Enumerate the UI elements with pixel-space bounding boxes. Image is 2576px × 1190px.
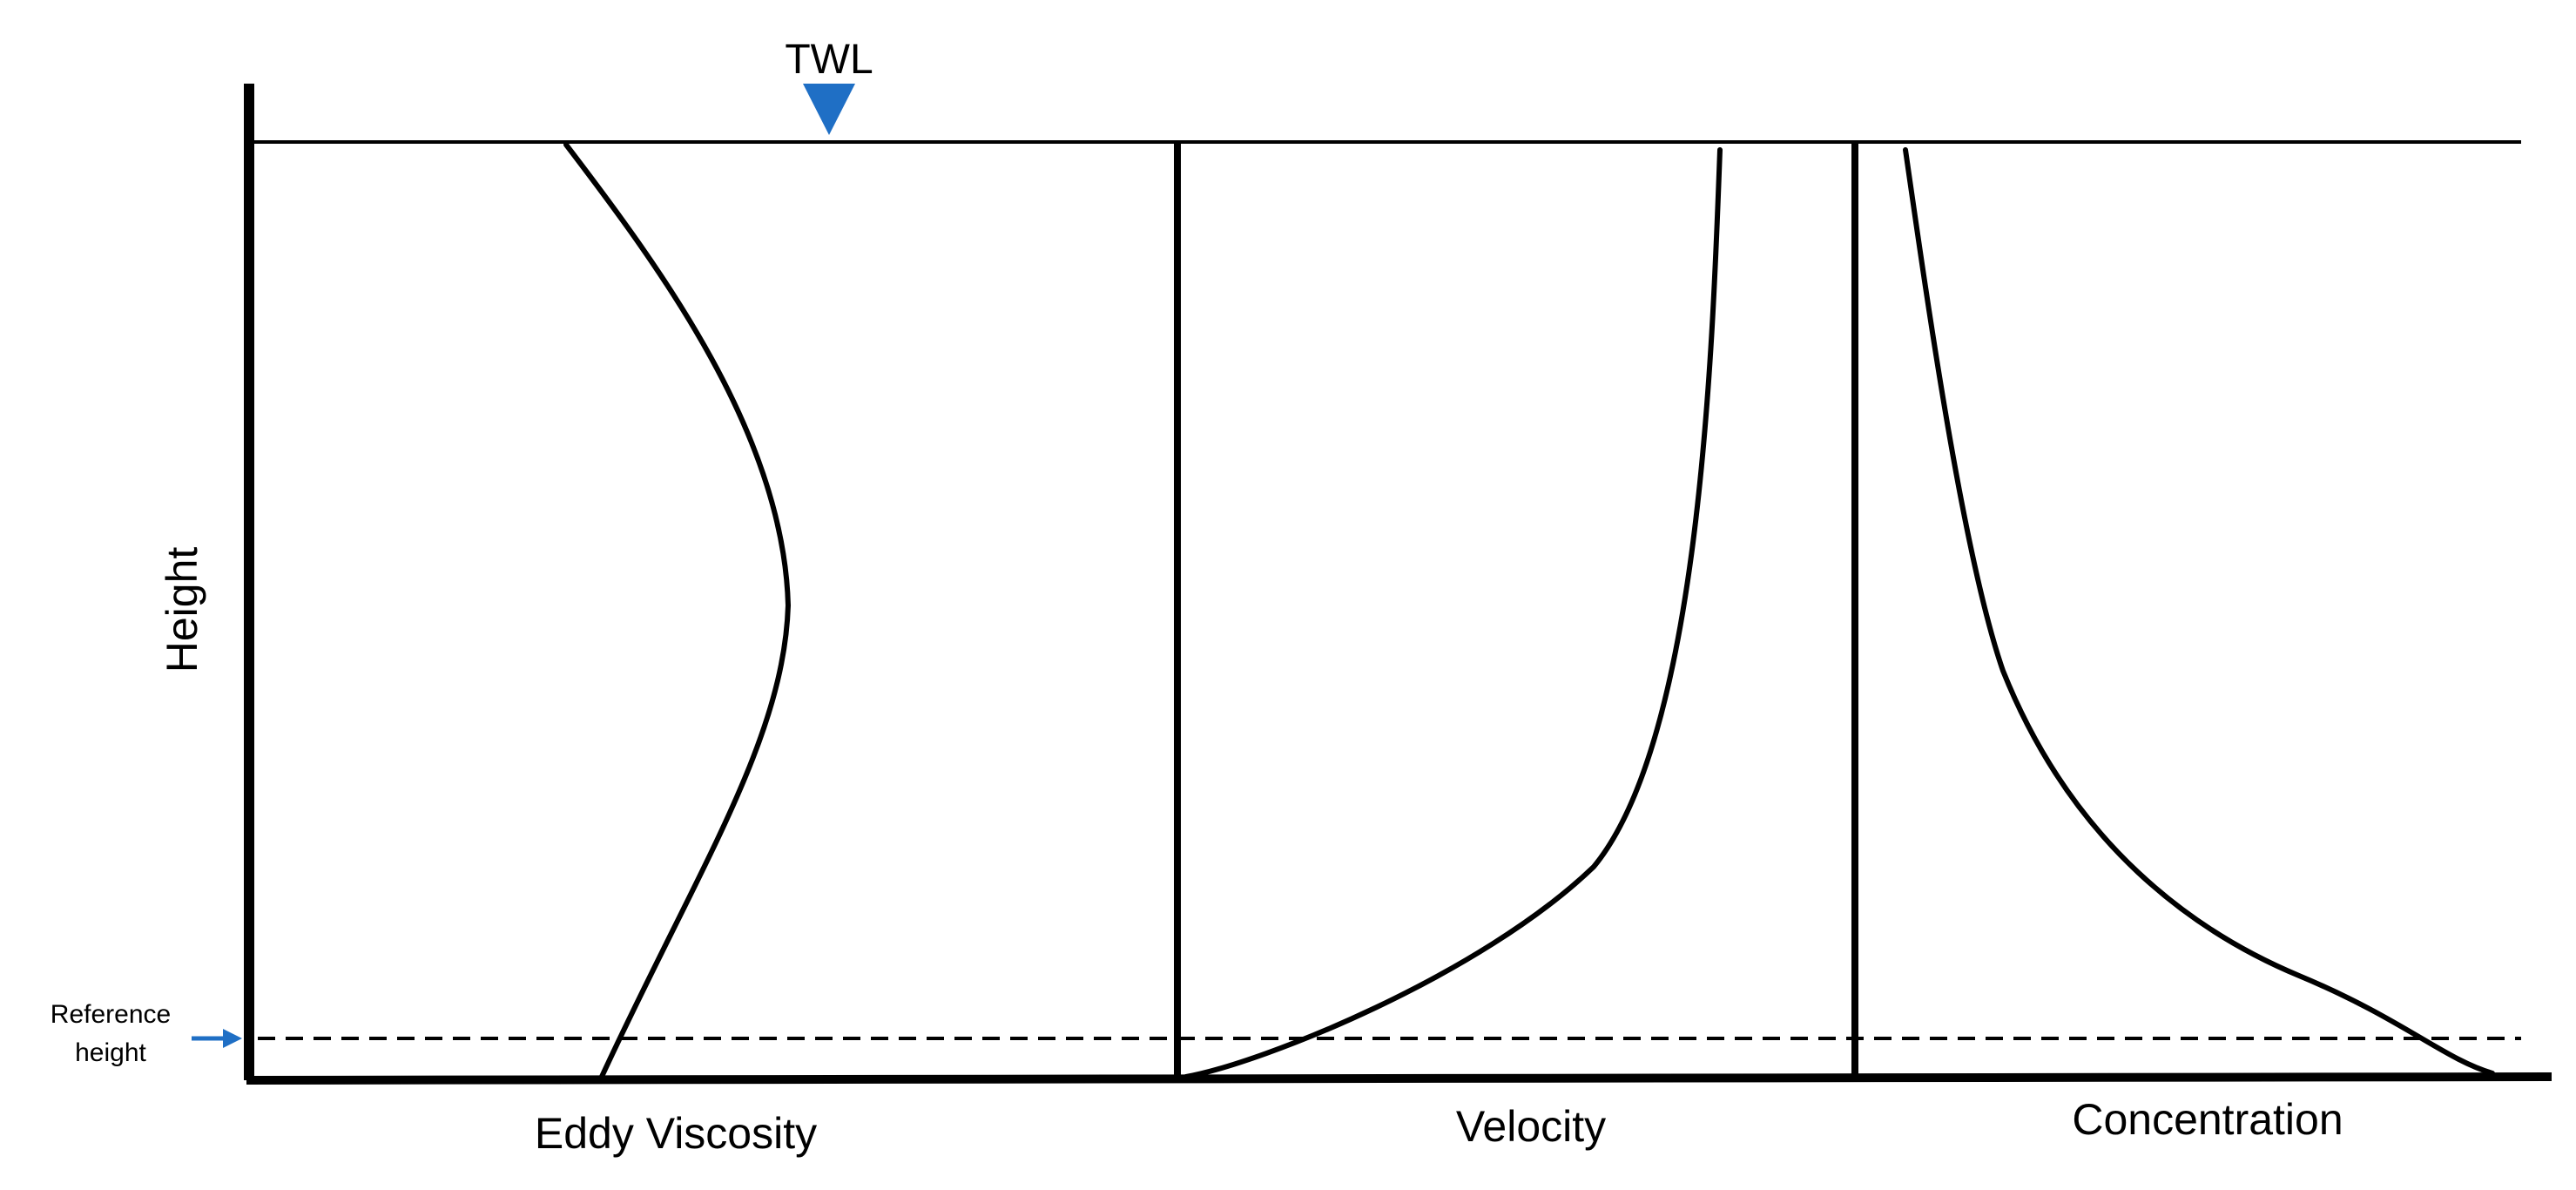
label-velocity: Velocity (1456, 1102, 1606, 1151)
twl-label: TWL (785, 37, 873, 83)
bed-axis (246, 1072, 2552, 1085)
reference-label-line1: Reference (51, 1000, 171, 1029)
twl-marker-icon (803, 84, 855, 135)
reference-label-line2: height (75, 1038, 146, 1067)
concentration-curve (1903, 147, 2495, 1076)
label-concentration: Concentration (2072, 1095, 2343, 1144)
reference-arrow-icon (223, 1029, 242, 1048)
label-eddy-viscosity: Eddy Viscosity (535, 1109, 817, 1158)
eddy-viscosity-curve (563, 142, 792, 1081)
y-axis-label: Height (158, 547, 206, 673)
velocity-curve (1183, 147, 1723, 1079)
